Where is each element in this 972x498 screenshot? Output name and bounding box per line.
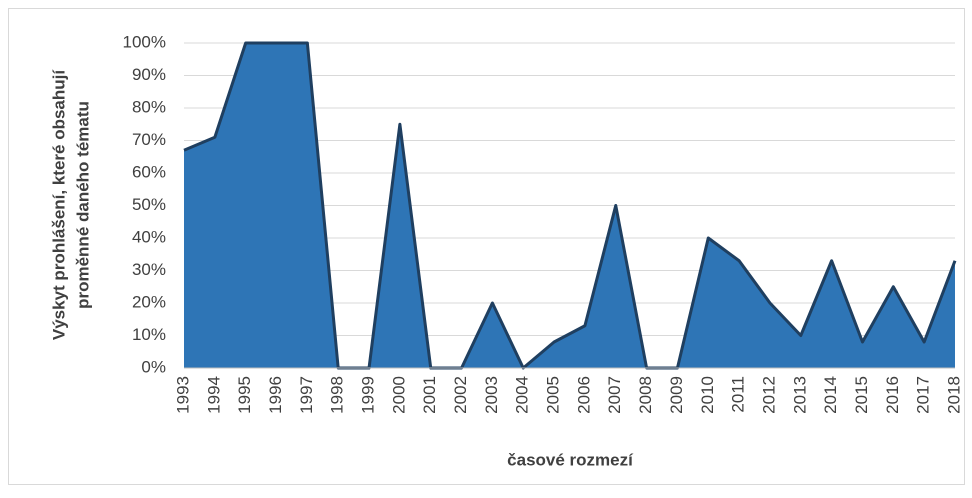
x-tick-label: 1996 [266, 376, 285, 414]
x-tick-label: 2005 [544, 376, 563, 414]
x-tick-label: 2014 [821, 376, 840, 414]
y-tick-label: 40% [132, 227, 166, 246]
x-tick-label: 2006 [574, 376, 593, 414]
y-tick-label: 0% [141, 357, 166, 376]
x-tick-label: 2010 [698, 376, 717, 414]
y-tick-label: 10% [132, 325, 166, 344]
y-tick-label: 90% [132, 65, 166, 84]
y-tick-label: 50% [132, 195, 166, 214]
area-outline [183, 41, 957, 370]
x-tick-label: 2002 [451, 376, 470, 414]
y-tick-label: 80% [132, 97, 166, 116]
area [184, 43, 955, 368]
chart-frame [8, 8, 965, 485]
x-tick-label: 2001 [420, 376, 439, 414]
x-tick-label: 1997 [297, 376, 316, 414]
y-axis-title-line: proměnné daného tématu [73, 101, 92, 309]
x-tick-label: 2017 [914, 376, 933, 414]
y-tick-label: 70% [132, 130, 166, 149]
x-tick-label: 1999 [359, 376, 378, 414]
x-tick-label: 2018 [944, 376, 963, 414]
x-tick-label: 1993 [173, 376, 192, 414]
x-tick-label: 2007 [605, 376, 624, 414]
x-tick-label: 2000 [389, 376, 408, 414]
x-tick-label: 2004 [513, 376, 532, 414]
x-tick-label: 2008 [636, 376, 655, 414]
x-tick-label: 2016 [883, 376, 902, 414]
x-tick-label: 2013 [790, 376, 809, 414]
x-tick-label: 2003 [482, 376, 501, 414]
x-tick-label: 1998 [328, 376, 347, 414]
x-tick-label: 2011 [729, 376, 748, 413]
y-tick-label: 100% [123, 32, 166, 51]
x-tick-label: 2012 [759, 376, 778, 414]
x-axis-title: časové rozmezí [507, 450, 634, 469]
x-tick-label: 2015 [852, 376, 871, 414]
y-tick-label: 20% [132, 292, 166, 311]
x-tick-label: 1994 [204, 376, 223, 414]
x-tick-label: 2009 [667, 376, 686, 414]
x-tick-label: 1995 [235, 376, 254, 414]
y-tick-label: 30% [132, 260, 166, 279]
y-tick-label: 60% [132, 162, 166, 181]
y-axis-title: Výskyt prohlášení, které obsahují proměn… [49, 69, 92, 340]
y-axis-title-line: Výskyt prohlášení, které obsahují [49, 69, 68, 340]
